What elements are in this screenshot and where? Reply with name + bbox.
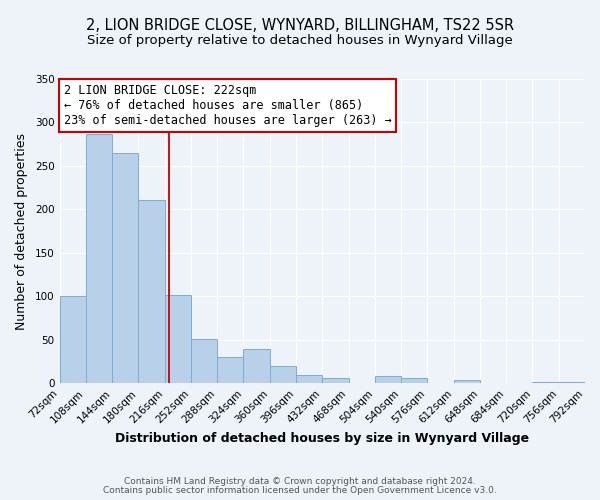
- Text: Contains public sector information licensed under the Open Government Licence v3: Contains public sector information licen…: [103, 486, 497, 495]
- Bar: [86, 134, 112, 384]
- Text: 2, LION BRIDGE CLOSE, WYNYARD, BILLINGHAM, TS22 5SR: 2, LION BRIDGE CLOSE, WYNYARD, BILLINGHA…: [86, 18, 514, 32]
- Bar: [401, 378, 427, 384]
- Bar: [191, 339, 217, 384]
- Bar: [454, 380, 480, 384]
- Bar: [532, 382, 559, 384]
- Bar: [164, 294, 191, 384]
- Bar: [139, 200, 164, 384]
- Bar: [375, 376, 401, 384]
- Text: Size of property relative to detached houses in Wynyard Village: Size of property relative to detached ho…: [87, 34, 513, 47]
- Bar: [59, 296, 86, 384]
- Text: 2 LION BRIDGE CLOSE: 222sqm
← 76% of detached houses are smaller (865)
23% of se: 2 LION BRIDGE CLOSE: 222sqm ← 76% of det…: [64, 84, 392, 127]
- Bar: [296, 374, 322, 384]
- Bar: [559, 382, 585, 384]
- Bar: [217, 358, 244, 384]
- Bar: [244, 348, 270, 384]
- Text: Contains HM Land Registry data © Crown copyright and database right 2024.: Contains HM Land Registry data © Crown c…: [124, 477, 476, 486]
- Y-axis label: Number of detached properties: Number of detached properties: [15, 132, 28, 330]
- X-axis label: Distribution of detached houses by size in Wynyard Village: Distribution of detached houses by size …: [115, 432, 529, 445]
- Bar: [270, 366, 296, 384]
- Bar: [322, 378, 349, 384]
- Bar: [112, 153, 139, 384]
